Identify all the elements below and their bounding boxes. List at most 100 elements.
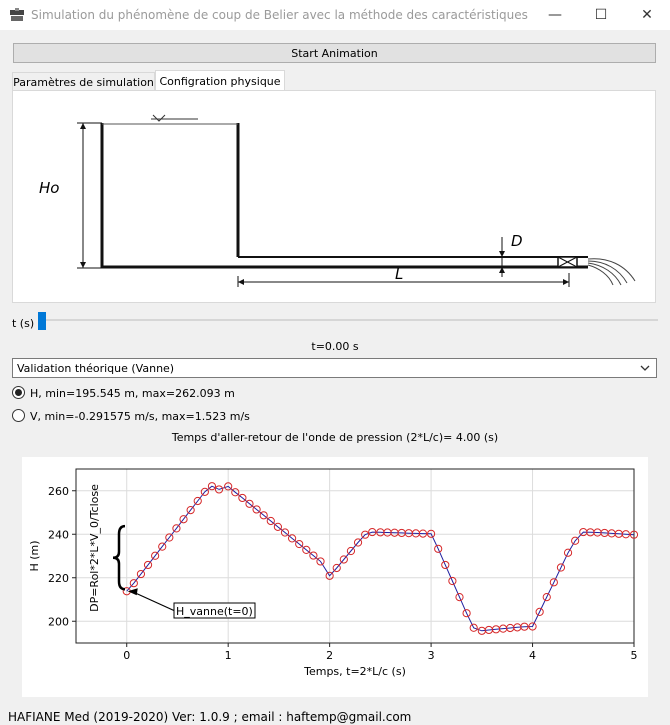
data-point [165,533,174,542]
pressure-rise-label: DP=Rol*2*L*V_0/Tclose [88,484,101,612]
data-point [316,557,325,566]
title-bar: Simulation du phénomène de coup de Belie… [0,0,670,30]
water-jet-icon [587,258,636,286]
time-slider-label: t (s) [12,317,35,330]
data-point [280,528,290,537]
x-tick-label: 0 [123,649,130,662]
data-point [273,522,282,531]
x-tick-label: 5 [631,649,638,662]
radio-h-label[interactable]: H, min=195.545 m, max=262.093 m [30,387,235,400]
data-point [549,578,558,587]
y-tick-label: 220 [48,572,69,585]
data-point [266,516,275,526]
data-point [172,524,181,533]
data-point [361,530,370,539]
arrow-head-icon [127,588,138,596]
data-point [528,622,537,631]
initial-head-label-box [173,602,256,619]
mode-select[interactable]: Validation théorique (Vanne) [12,358,657,378]
data-point [238,493,247,503]
data-point [259,511,268,520]
initial-head-label: H_vanne(t=0) [176,605,253,618]
start-animation-button[interactable]: Start Animation [13,43,656,63]
series-markers [122,482,639,635]
minimize-button[interactable]: — [532,0,578,30]
data-point [535,607,544,616]
y-axis-label: H (m) [28,540,41,571]
l-label: L [395,265,403,283]
data-point [231,488,240,497]
data-point [563,548,573,557]
minimize-icon: — [548,7,562,23]
data-point [455,593,464,602]
data-point [426,529,436,538]
chart-grid [76,469,635,643]
data-point [621,530,630,539]
plot-frame [75,468,635,644]
y-tick-label: 200 [48,615,69,628]
data-point [368,527,377,537]
chart-annotations: DP=Rol*2*L*V_0/Tclose H_vanne(t=0) [88,484,256,619]
data-point [200,487,209,496]
window-title: Simulation du phénomène de coup de Belie… [31,8,528,22]
data-point [629,530,639,539]
data-point [353,538,363,547]
x-tick-label: 1 [225,649,232,662]
data-point [571,536,580,545]
time-slider-track[interactable] [38,319,658,321]
radio-v-label[interactable]: V, min=-0.291575 m/s, max=1.523 m/s [30,410,250,423]
h0-label: Ho [39,179,59,197]
data-point [207,482,217,491]
physical-configuration-panel: Ho D L [12,90,656,303]
data-point [151,551,160,560]
data-point [245,499,254,508]
data-point [252,505,261,514]
data-point [448,576,457,586]
data-point [158,542,167,551]
data-point [179,515,188,524]
y-tick-label: 240 [48,528,69,541]
time-slider-handle[interactable] [38,312,46,330]
maximize-icon: ☐ [594,7,608,23]
footer-credits: HAFIANE Med (2019-2020) Ver: 1.0.9 ; ema… [8,710,412,724]
d-label: D [511,232,523,250]
data-point [542,593,551,602]
data-point [520,622,529,631]
app-icon [10,8,24,21]
x-axis-label: Temps, t=2*L/c (s) [303,665,406,678]
data-point [469,623,478,632]
reservoir-pipe-diagram: Ho D L [39,114,636,287]
maximize-button[interactable]: ☐ [578,0,624,30]
data-point [287,534,297,543]
data-point [434,544,443,553]
tab-simulation-parameters[interactable]: Paramètres de simulation [12,72,155,91]
data-point [136,569,146,579]
x-tick-label: 4 [529,649,536,662]
data-point [441,560,450,570]
y-tick-label: 260 [48,485,69,498]
data-point [143,560,153,570]
data-point [129,579,138,588]
close-icon: ✕ [641,7,653,23]
chevron-down-icon [640,365,650,371]
x-tick-label: 2 [326,649,333,662]
level-arrow-icon [152,114,166,122]
radio-v[interactable] [12,409,25,422]
data-point [556,563,566,572]
data-point [309,551,318,560]
data-point [186,506,195,515]
data-point [224,482,233,491]
data-point [295,539,304,549]
data-point [418,529,428,538]
close-button[interactable]: ✕ [624,0,670,30]
tab-physical-configuration[interactable]: Configration physique [155,70,285,91]
data-point [302,545,311,555]
pressure-rise-brace [112,524,126,591]
mode-select-value: Validation théorique (Vanne) [17,362,175,375]
data-point [339,555,348,564]
data-point [346,546,356,556]
initial-head-arrow [133,591,176,612]
x-tick-label: 3 [428,649,435,662]
radio-h[interactable] [12,386,25,399]
time-value: t=0.00 s [311,340,359,353]
